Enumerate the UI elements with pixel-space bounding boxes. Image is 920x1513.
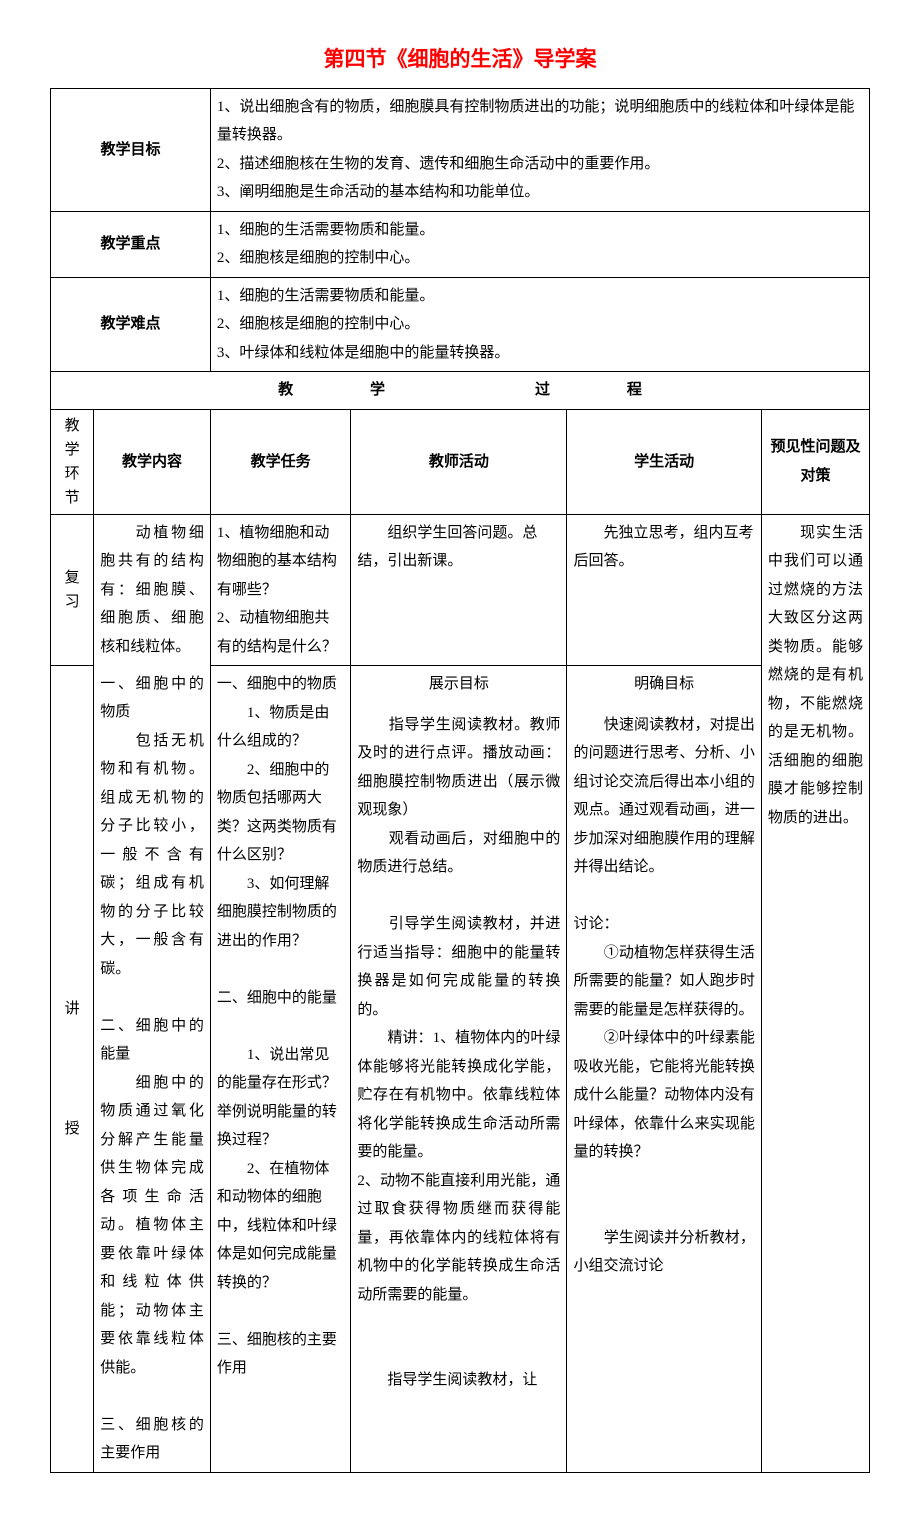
proc-h2: 学 [297,376,458,405]
proc-h4: 程 [627,376,820,405]
teach-stage: 讲 授 [51,666,94,1473]
col-issues: 预见性问题及对策 [761,409,869,514]
lesson-table: 教学目标 1、说出细胞含有的物质，细胞膜具有控制物质进出的功能；说明细胞质中的线… [50,88,870,1473]
process-header: 教 学 过 程 [51,372,870,410]
proc-h3: 过 [462,376,623,405]
col-task: 教学任务 [210,409,350,514]
goal-label: 教学目标 [51,88,211,211]
table-row: 讲 授 一、细胞中的物质 包括无机物和有机物。组成无机物的分子比较小，一般不含有… [51,666,870,707]
diff-label: 教学难点 [51,277,211,372]
page-title: 第四节《细胞的生活》导学案 [50,40,870,80]
goal-text: 1、说出细胞含有的物质，细胞膜具有控制物质进出的功能；说明细胞质中的线粒体和叶绿… [210,88,869,211]
diff-text: 1、细胞的生活需要物质和能量。 2、细胞核是细胞的控制中心。 3、叶绿体和线粒体… [210,277,869,372]
col-student: 学生活动 [567,409,761,514]
key-text: 1、细胞的生活需要物质和能量。 2、细胞核是细胞的控制中心。 [210,211,869,277]
show-target: 展示目标 [351,666,567,707]
table-row: 教学难点 1、细胞的生活需要物质和能量。 2、细胞核是细胞的控制中心。 3、叶绿… [51,277,870,372]
teach-teacher: 指导学生阅读教材。教师及时的进行点评。播放动画：细胞膜控制物质进出（展示微观现象… [351,707,567,1473]
col-stage: 教学环节 [51,409,94,514]
table-row: 复习 动植物细胞共有的结构有：细胞膜、细胞质、细胞核和线粒体。 1、植物细胞和动… [51,514,870,666]
teach-content: 一、细胞中的物质 包括无机物和有机物。组成无机物的分子比较小，一般不含有碳；组成… [94,666,211,1473]
review-content: 动植物细胞共有的结构有：细胞膜、细胞质、细胞核和线粒体。 [94,514,211,666]
teach-task: 一、细胞中的物质 1、物质是由什么组成的？ 2、细胞中的物质包括哪两大类？这两类… [210,666,350,1473]
issues-cell: 现实生活中我们可以通过燃烧的方法大致区分这两类物质。能够燃烧的是有机物，不能燃烧… [761,514,869,1472]
teach-student: 快速阅读教材，对提出的问题进行思考、分析、小组讨论交流后得出本小组的观点。通过观… [567,707,761,1473]
table-row: 教 学 过 程 [51,372,870,410]
review-stage: 复习 [51,514,94,666]
table-row: 教学环节 教学内容 教学任务 教师活动 学生活动 预见性问题及对策 [51,409,870,514]
col-teacher: 教师活动 [351,409,567,514]
table-row: 教学重点 1、细胞的生活需要物质和能量。 2、细胞核是细胞的控制中心。 [51,211,870,277]
clear-target: 明确目标 [567,666,761,707]
table-row: 教学目标 1、说出细胞含有的物质，细胞膜具有控制物质进出的功能；说明细胞质中的线… [51,88,870,211]
key-label: 教学重点 [51,211,211,277]
proc-h1: 教 [100,376,293,405]
review-task: 1、植物细胞和动物细胞的基本结构有哪些？ 2、动植物细胞共有的结构是什么？ [210,514,350,666]
teach-stage-b: 授 [65,1121,80,1137]
review-student: 先独立思考，组内互考后回答。 [567,514,761,666]
review-teacher: 组织学生回答问题。总结，引出新课。 [351,514,567,666]
teach-stage-a: 讲 [65,1001,80,1017]
col-content: 教学内容 [94,409,211,514]
